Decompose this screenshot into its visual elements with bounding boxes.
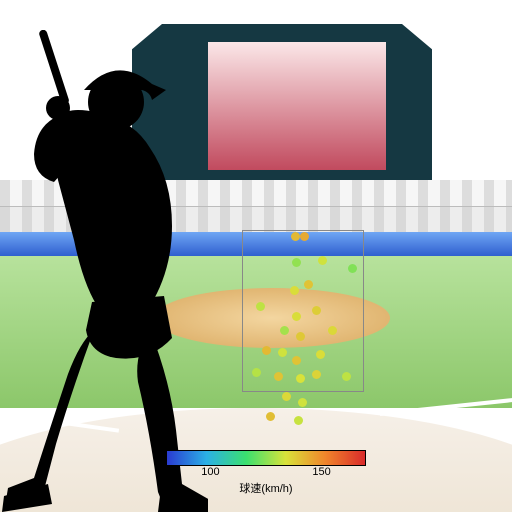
pitch-point [256, 302, 265, 311]
pitch-point [328, 326, 337, 335]
pitch-point [316, 350, 325, 359]
pitch-point [296, 374, 305, 383]
pitch-point [290, 286, 299, 295]
pitch-point [291, 232, 300, 241]
colorbar-tick: 150 [312, 466, 330, 478]
pitch-point [292, 312, 301, 321]
pitch-point [252, 368, 261, 377]
pitch-point [300, 232, 309, 241]
pitch-point [280, 326, 289, 335]
pitch-point [294, 416, 303, 425]
pitch-point [318, 256, 327, 265]
pitch-point [274, 372, 283, 381]
colorbar-label: 球速(km/h) [166, 480, 366, 496]
pitch-point [312, 306, 321, 315]
pitch-point [296, 332, 305, 341]
pitch-point [292, 258, 301, 267]
colorbar-ticks: 100 150 [166, 466, 366, 480]
pitch-point [282, 392, 291, 401]
pitch-point [262, 346, 271, 355]
pitch-point [278, 348, 287, 357]
colorbar: 100 150 球速(km/h) [166, 450, 366, 496]
colorbar-tick: 100 [201, 466, 219, 478]
pitch-point [292, 356, 301, 365]
pitch-point [266, 412, 275, 421]
pitch-point [348, 264, 357, 273]
pitch-point [342, 372, 351, 381]
pitch-point [298, 398, 307, 407]
pitch-location-chart: 100 150 球速(km/h) [0, 0, 512, 512]
colorbar-gradient [166, 450, 366, 466]
pitch-point [312, 370, 321, 379]
batter-silhouette [0, 30, 208, 512]
pitch-point [304, 280, 313, 289]
